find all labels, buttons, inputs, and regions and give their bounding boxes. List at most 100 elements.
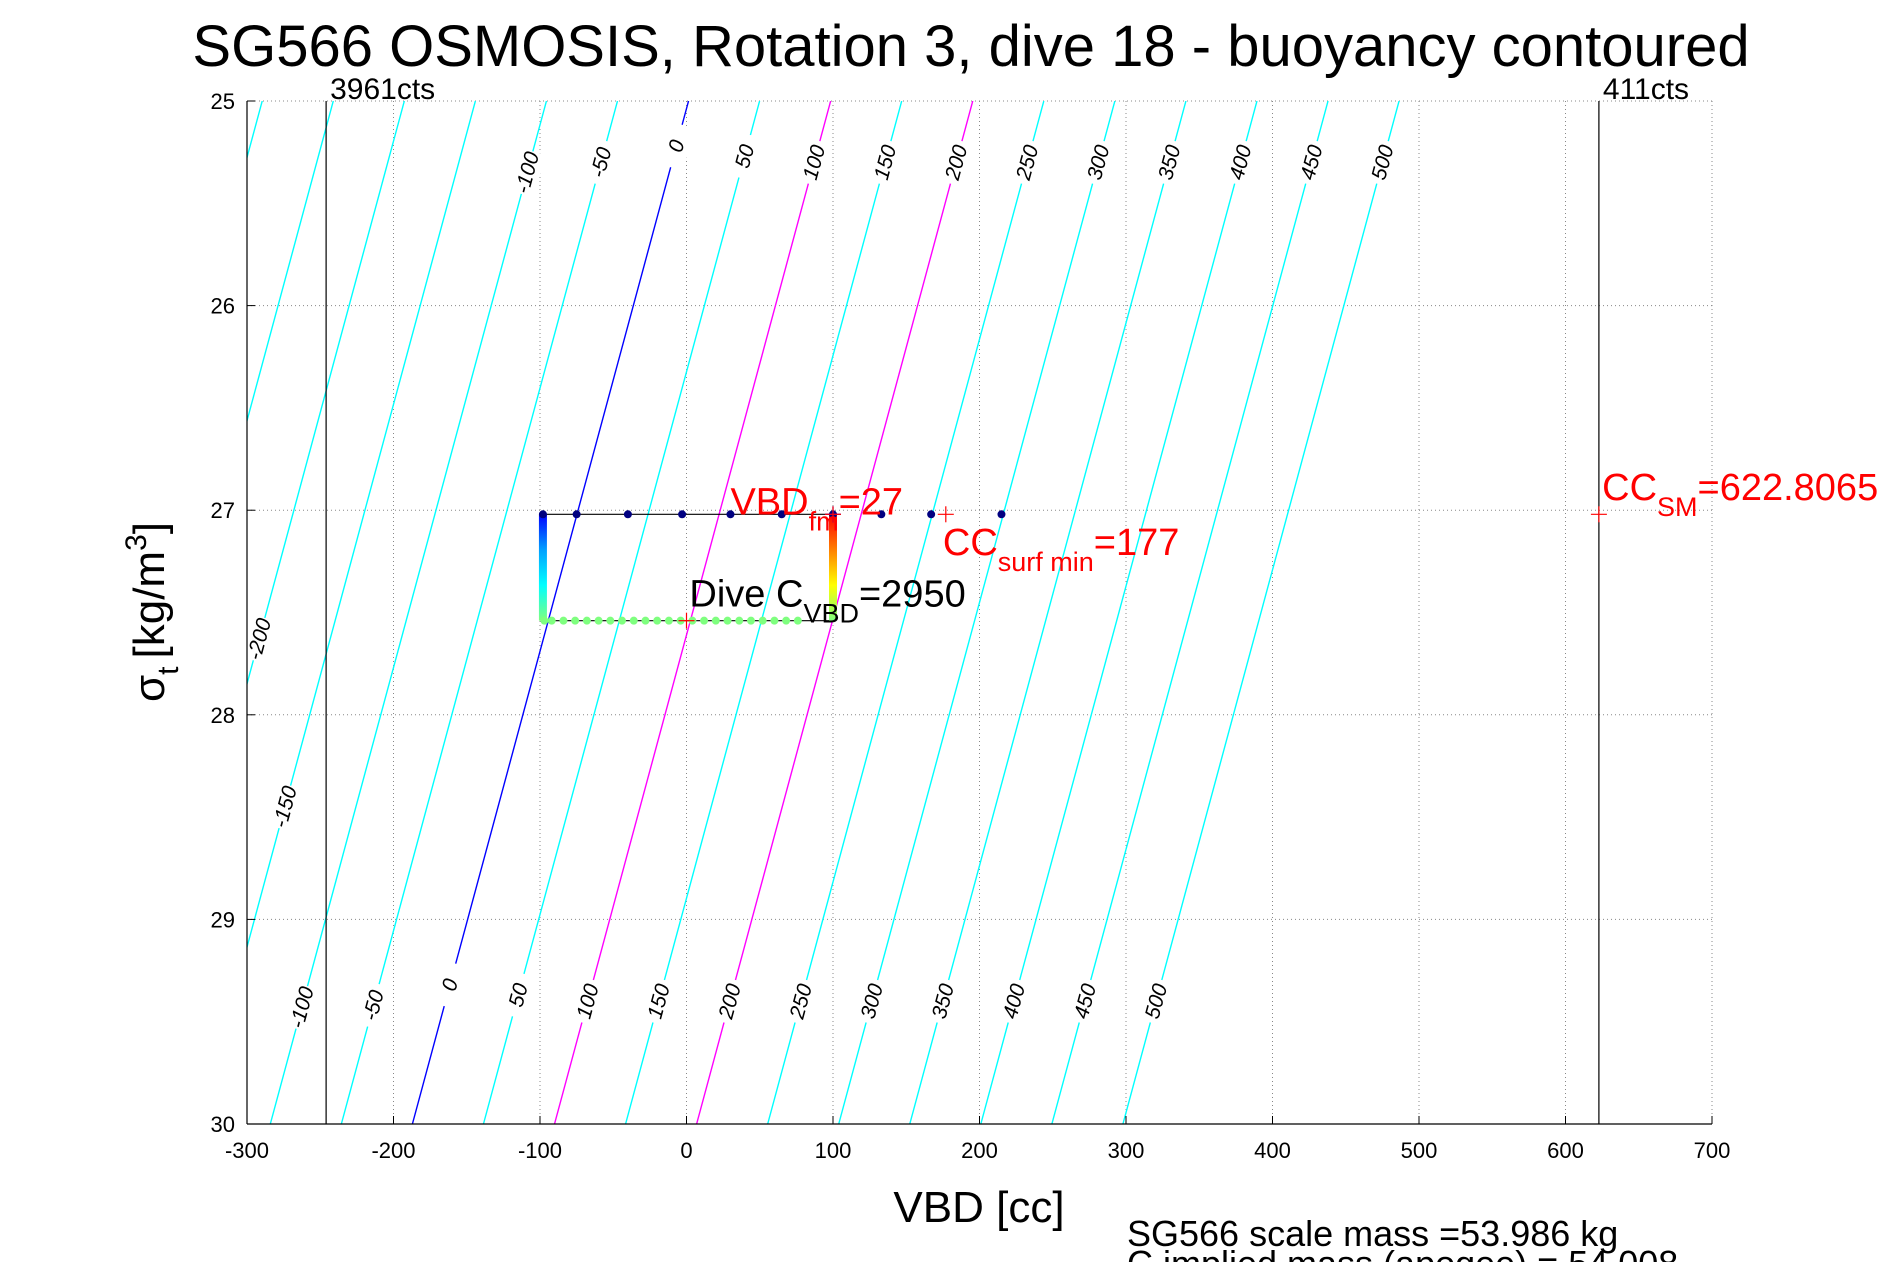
dive-color-segment: [538, 514, 547, 621]
y-axis-label: σt [kg/m3]: [120, 522, 185, 702]
dive-point: [629, 616, 638, 625]
dive-point: [711, 616, 720, 625]
contour-line: [1051, 101, 1329, 1124]
contour-label-bg: [795, 137, 833, 188]
annotation-sub: SM: [1657, 492, 1698, 522]
contour-label-bg: [782, 976, 820, 1026]
contour-label: 500: [1141, 981, 1172, 1021]
contour-label: -150: [269, 783, 302, 830]
contour-label: 100: [572, 981, 603, 1021]
contour-label: 100: [799, 142, 830, 182]
dive-point: [572, 510, 581, 519]
x-tick-label: 300: [1108, 1138, 1145, 1163]
annotation-value: =177: [1094, 522, 1180, 564]
annotation-main: VBD: [730, 481, 808, 523]
dive-point: [770, 616, 779, 625]
contour-label-bg: [995, 976, 1033, 1026]
annotation-main: Dive C: [689, 573, 803, 615]
x-tick-label: 100: [815, 1138, 852, 1163]
contour-label-bg: [283, 982, 321, 1033]
contour-line: [340, 101, 619, 1124]
x-tick-label: 200: [961, 1138, 998, 1163]
y-tick-label: 30: [211, 1112, 235, 1137]
contour-label-bg: [658, 121, 695, 171]
contour-label-bg: [1066, 976, 1104, 1026]
contour-label: 250: [785, 981, 817, 1022]
contour-label-bg: [853, 976, 891, 1026]
annotation-dive-c: Dive CVBD=2950: [689, 573, 965, 628]
y-axis-label-close: ]: [125, 522, 174, 534]
grid: [246, 100, 1713, 1125]
contour-label: 450: [1070, 981, 1101, 1021]
dive-point: [606, 616, 615, 625]
svg-text:σt[kg/m3]: σt [kg/m3]: [120, 522, 185, 702]
contour-label-bg: [266, 782, 304, 832]
implied-mass-note: C implied mass (apogee) = 54.008: [1127, 1243, 1678, 1262]
contour-label: 200: [714, 981, 746, 1022]
annotation-main: CC: [1602, 467, 1657, 509]
contour-label: 150: [870, 142, 901, 182]
dive-point: [623, 510, 632, 519]
dive-point: [540, 616, 549, 625]
contour-label: 150: [644, 981, 675, 1021]
contour-label-bg: [924, 976, 962, 1026]
chart-title: SG566 OSMOSIS, Rotation 3, dive 18 - buo…: [192, 14, 1749, 79]
contour-line: [624, 101, 903, 1124]
contour-label-bg: [1222, 137, 1259, 188]
count-lines: 3961cts 411cts: [325, 73, 1689, 1124]
contour-label-bg: [640, 976, 677, 1026]
contour-label-bg: [1151, 137, 1188, 188]
contour-line: [247, 101, 477, 950]
y-axis-label-sub: t: [152, 666, 185, 675]
dive-point: [700, 616, 709, 625]
x-tick-label: -100: [518, 1138, 562, 1163]
contour-label-bg: [726, 131, 763, 181]
dive-point: [594, 616, 603, 625]
contour-label: -100: [511, 149, 544, 196]
annotation-sub: surf min: [998, 547, 1094, 577]
contour-label-bg: [569, 976, 606, 1026]
dive-point: [877, 510, 886, 519]
annotation-sub: VBD: [803, 598, 859, 628]
buoyancy-contours: -100 -50 0 50 100 150 200 250 300 350 400 450 500-30…: [243, 101, 1401, 1124]
y-tick-label: 28: [211, 703, 235, 728]
contour-label-bg: [1137, 976, 1175, 1026]
contour-label-bg: [1293, 137, 1330, 188]
contour-line: [482, 101, 761, 1124]
annotation-sub: fm: [809, 506, 839, 536]
x-tick-label: 0: [680, 1138, 692, 1163]
contour-line: [247, 101, 406, 687]
contour-label: 450: [1296, 142, 1327, 182]
contour-label-bg: [711, 976, 749, 1026]
dive-series: [538, 506, 1607, 629]
x-tick-label: -200: [371, 1138, 415, 1163]
x-tick-label: 400: [1254, 1138, 1291, 1163]
contour-label: -100: [286, 984, 319, 1031]
contour-label-bg: [499, 970, 537, 1020]
y-axis-label-unit: [kg/m: [125, 551, 174, 659]
count-line-label: 3961cts: [330, 73, 435, 106]
contour-label-bg: [431, 960, 469, 1010]
contour-label-bg: [247, 614, 278, 664]
contour-label: 250: [1012, 142, 1044, 183]
annotation-main: CC: [943, 522, 998, 564]
annotation-value: =622.8065: [1698, 467, 1879, 509]
contour-label-bg: [1080, 137, 1117, 188]
dive-point: [618, 616, 627, 625]
y-axis-label-sup: 3: [120, 534, 153, 551]
contour-label: 200: [941, 142, 973, 183]
axes: -300 -200 -100 0 100 200 300 400 500 600 700 25 26 27…: [211, 89, 1731, 1163]
y-tick-label: 26: [211, 294, 235, 319]
contour-label: -200: [243, 616, 276, 663]
contour-label-bg: [1008, 137, 1046, 188]
dive-point: [559, 616, 568, 625]
contour-label-bg: [1364, 137, 1401, 188]
contour-label: 350: [1154, 142, 1185, 182]
dive-point: [997, 510, 1006, 519]
dive-point: [678, 510, 687, 519]
contour-label: 300: [857, 981, 888, 1021]
scale-mass-note: SG566 scale mass =53.986 kg: [1127, 1213, 1618, 1254]
dive-point: [782, 616, 791, 625]
